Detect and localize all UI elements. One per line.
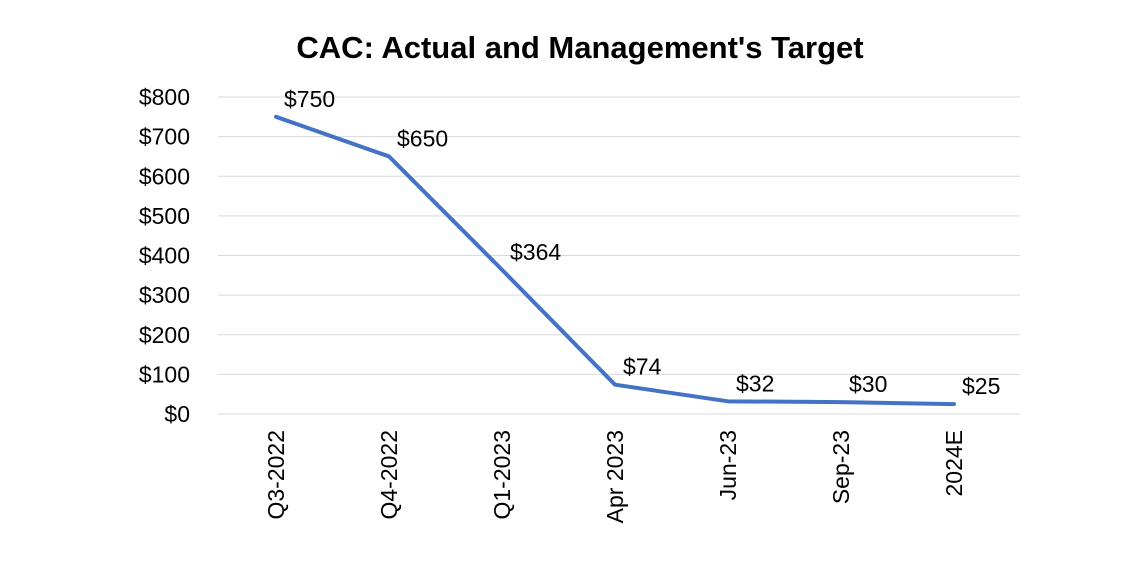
x-tick-label: Q1-2023 [489,430,515,520]
x-tick-label: Q3-2022 [263,430,289,520]
y-tick-label: $500 [139,203,190,229]
y-tick-label: $700 [139,124,190,150]
chart-title: CAC: Actual and Management's Target [296,30,863,65]
y-tick-label: $400 [139,243,190,269]
data-label: $25 [962,373,1000,399]
y-tick-label: $300 [139,282,190,308]
data-labels: $750 $650 $364 $74 $32 $30 $25 [284,86,1000,399]
data-label: $30 [849,371,887,397]
x-tick-label: Jun-23 [715,430,741,500]
gridlines [218,96,1020,415]
x-axis-tick-labels: Q3-2022 Q4-2022 Q1-2023 Apr 2023 Jun-23 Sep-2… [263,430,967,523]
series-line-group [274,114,956,407]
data-label: $32 [736,370,774,396]
data-label: $750 [284,86,335,112]
data-label: $364 [510,239,561,265]
data-label: $650 [397,125,448,151]
data-label: $74 [623,354,662,380]
y-tick-label: $800 [139,84,190,110]
y-tick-label: $0 [164,401,190,427]
y-tick-label: $200 [139,322,190,348]
x-tick-label: Q4-2022 [376,430,402,520]
x-tick-label: 2024E [941,430,967,497]
series-line [274,114,956,407]
x-tick-label: Sep-23 [828,430,854,504]
y-tick-label: $600 [139,163,190,189]
y-axis-tick-labels: $0 $100 $200 $300 $400 $500 $600 $700 $800 [139,84,190,427]
x-tick-label: Apr 2023 [602,430,628,523]
y-tick-label: $100 [139,361,190,387]
